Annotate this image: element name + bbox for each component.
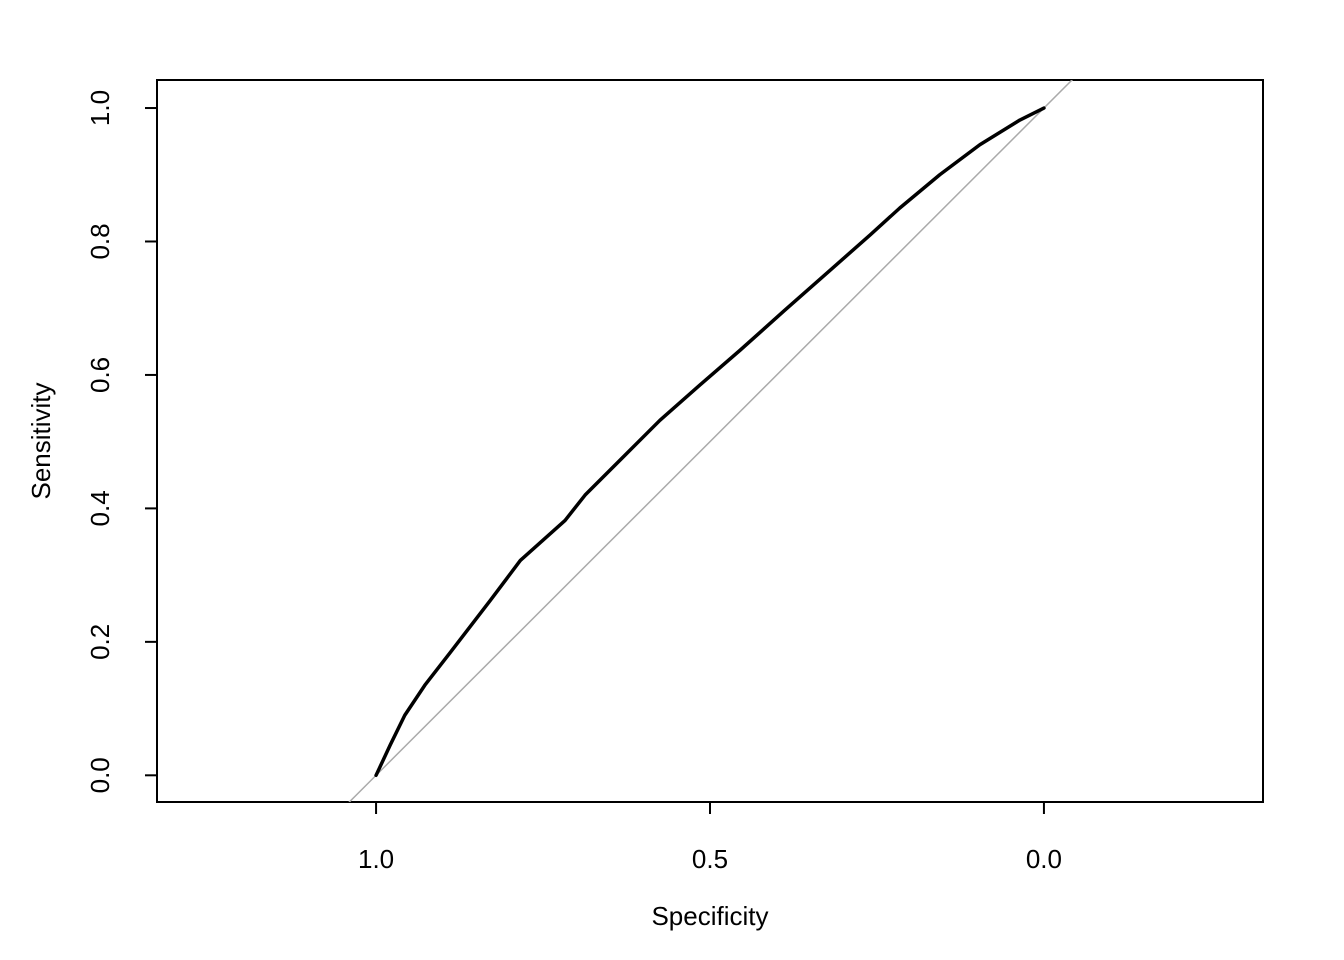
y-tick-label: 0.4 (85, 490, 115, 526)
x-tick-label: 1.0 (358, 844, 394, 874)
y-tick-label: 1.0 (85, 90, 115, 126)
reference-line (348, 80, 1074, 802)
y-tick-label: 0.0 (85, 757, 115, 793)
y-tick-label: 0.6 (85, 357, 115, 393)
x-tick-label: 0.5 (692, 844, 728, 874)
y-tick-label: 0.8 (85, 223, 115, 259)
y-axis-label: Sensitivity (26, 382, 56, 499)
y-tick-label: 0.2 (85, 624, 115, 660)
x-tick-label: 0.0 (1026, 844, 1062, 874)
x-axis-label: Specificity (651, 901, 768, 931)
roc-curve (374, 106, 1046, 778)
